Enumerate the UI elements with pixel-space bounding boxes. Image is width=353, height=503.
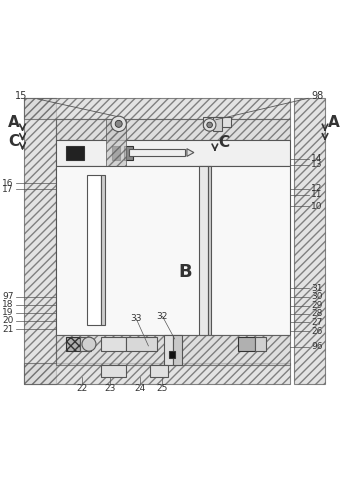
Bar <box>150 365 168 377</box>
Text: 11: 11 <box>311 190 323 199</box>
Text: 17: 17 <box>2 185 14 194</box>
Text: 14: 14 <box>311 154 322 163</box>
Bar <box>66 337 80 351</box>
Text: 29: 29 <box>311 301 322 310</box>
Bar <box>101 365 126 377</box>
Text: B: B <box>178 264 192 282</box>
Bar <box>56 336 290 365</box>
Bar <box>238 337 255 351</box>
Bar <box>56 140 290 166</box>
Text: 18: 18 <box>2 300 14 309</box>
Text: 15: 15 <box>14 91 27 101</box>
Text: C: C <box>218 135 229 150</box>
Text: 23: 23 <box>104 384 116 393</box>
Circle shape <box>82 337 96 351</box>
Text: 20: 20 <box>2 316 14 325</box>
Bar <box>87 175 101 325</box>
Bar <box>101 175 105 325</box>
Bar <box>129 149 185 156</box>
Text: 25: 25 <box>157 384 168 393</box>
Bar <box>112 146 120 160</box>
Bar <box>173 336 182 365</box>
Text: 33: 33 <box>130 314 142 323</box>
Bar <box>199 166 208 336</box>
Bar <box>213 117 222 131</box>
Bar <box>126 337 157 351</box>
Bar <box>203 117 231 127</box>
Text: 26: 26 <box>311 327 322 336</box>
Text: A: A <box>8 115 20 130</box>
Bar <box>169 351 175 358</box>
Text: A: A <box>328 115 340 130</box>
Text: 13: 13 <box>311 160 323 170</box>
Text: 97: 97 <box>2 292 14 301</box>
Bar <box>56 166 290 336</box>
Bar <box>66 146 84 160</box>
Text: 19: 19 <box>2 308 14 317</box>
Bar <box>164 336 173 365</box>
Polygon shape <box>187 149 194 156</box>
Text: 96: 96 <box>311 342 323 351</box>
Bar <box>294 98 325 384</box>
Text: 10: 10 <box>311 202 323 211</box>
Bar <box>80 337 91 351</box>
Circle shape <box>115 120 122 127</box>
Text: 28: 28 <box>311 309 322 318</box>
Bar <box>24 98 290 119</box>
Bar <box>24 98 56 384</box>
Text: 21: 21 <box>2 324 14 333</box>
Bar <box>208 166 211 336</box>
Bar <box>107 119 126 166</box>
Circle shape <box>203 119 216 131</box>
Bar <box>124 146 133 160</box>
Text: 98: 98 <box>311 91 323 101</box>
Bar <box>255 337 265 351</box>
Text: C: C <box>8 134 19 149</box>
Text: 30: 30 <box>311 292 323 301</box>
Bar <box>24 363 290 384</box>
Bar <box>101 337 126 351</box>
Text: 27: 27 <box>311 317 322 326</box>
Text: 22: 22 <box>76 384 88 393</box>
Circle shape <box>207 122 213 128</box>
Circle shape <box>111 116 126 132</box>
Text: 31: 31 <box>311 284 323 293</box>
Bar <box>56 119 290 140</box>
Text: 16: 16 <box>2 179 14 188</box>
Text: 12: 12 <box>311 184 322 193</box>
Text: 24: 24 <box>134 384 145 393</box>
Text: 32: 32 <box>157 312 168 321</box>
